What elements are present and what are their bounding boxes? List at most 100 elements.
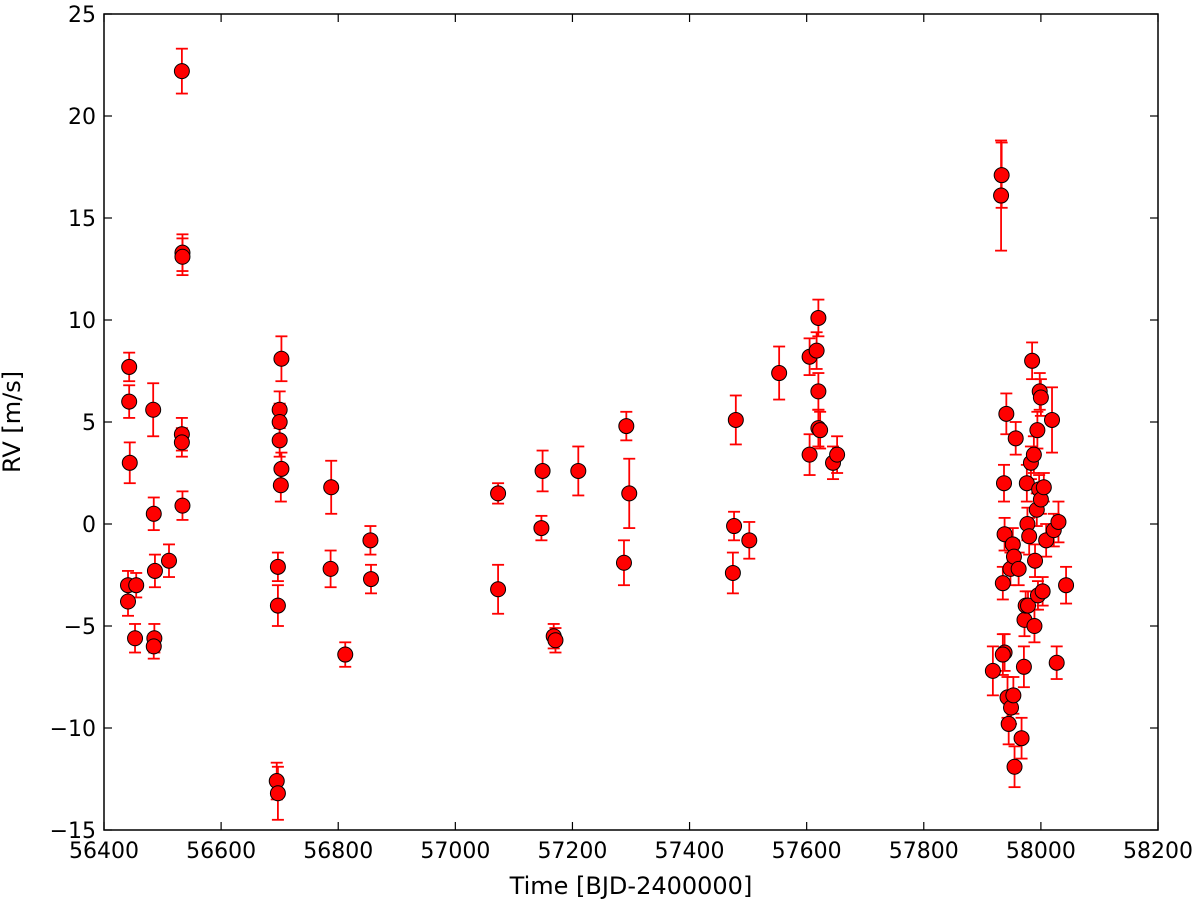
x-axis: 56400 56600 56800 57000 57200 57400 57600 57800… [69, 14, 1193, 864]
y-tick-label: 25 [68, 3, 96, 28]
data-point [127, 630, 144, 647]
data-point [808, 342, 825, 359]
data-point [128, 577, 145, 594]
x-tick-label: 58200 [1123, 839, 1193, 864]
x-tick-label: 56600 [186, 839, 256, 864]
data-point [145, 638, 162, 655]
data-point [1058, 577, 1075, 594]
data-point [1034, 583, 1051, 600]
data-point [363, 571, 380, 588]
data-point [1032, 389, 1049, 406]
y-tick-label: 0 [82, 513, 96, 538]
data-point [121, 454, 138, 471]
data-point [994, 646, 1011, 663]
data-point [120, 593, 137, 610]
y-axis-label: RV [m/s] [0, 371, 26, 473]
data-point [174, 497, 191, 514]
data-point [618, 418, 635, 435]
y-tick-label: −15 [50, 819, 96, 844]
data-point [1010, 560, 1027, 577]
x-tick-label: 57800 [889, 839, 959, 864]
data-point [272, 477, 289, 494]
data-point [173, 63, 190, 80]
data-point [173, 434, 190, 451]
data-point [1013, 730, 1030, 747]
data-point [271, 432, 288, 449]
data-point [810, 309, 827, 326]
data-point [726, 518, 743, 535]
data-point [490, 581, 507, 598]
data-point [145, 401, 162, 418]
x-tick-label: 56400 [69, 839, 139, 864]
data-point [1024, 352, 1041, 369]
data-point [621, 485, 638, 502]
data-point [146, 562, 163, 579]
data-point [273, 350, 290, 367]
data-point [1015, 658, 1032, 675]
data-point [337, 646, 354, 663]
y-tick-label: 20 [68, 105, 96, 130]
data-point [1035, 479, 1052, 496]
x-tick-label: 57000 [420, 839, 490, 864]
y-tick-label: 10 [68, 309, 96, 334]
data-point [771, 365, 788, 382]
data-point [534, 462, 551, 479]
y-axis: −15 −10 −5 0 5 10 15 20 25 [50, 3, 1158, 844]
y-tick-label: −10 [50, 717, 96, 742]
data-point [269, 597, 286, 614]
data-point [322, 560, 339, 577]
data-point [1000, 715, 1017, 732]
data-point [570, 462, 587, 479]
data-point-layer [120, 63, 1075, 802]
data-point [1044, 411, 1061, 428]
data-point [121, 393, 138, 410]
data-point [727, 411, 744, 428]
data-point [362, 532, 379, 549]
x-tick-label: 56800 [303, 839, 373, 864]
data-point [323, 479, 340, 496]
y-tick-label: −5 [64, 615, 96, 640]
data-point [741, 532, 758, 549]
data-point [174, 248, 191, 265]
data-point [145, 505, 162, 522]
x-tick-label: 58000 [1006, 839, 1076, 864]
data-point [1025, 446, 1042, 463]
data-point [1007, 430, 1024, 447]
x-tick-label: 57600 [772, 839, 842, 864]
data-point [993, 187, 1010, 204]
data-point [615, 554, 632, 571]
data-point [994, 575, 1011, 592]
data-point [998, 405, 1015, 422]
data-point [121, 358, 138, 375]
data-point [829, 446, 846, 463]
data-point [995, 475, 1012, 492]
data-point [160, 552, 177, 569]
data-point [984, 662, 1001, 679]
data-point [810, 383, 827, 400]
data-point [724, 564, 741, 581]
x-tick-label: 57200 [537, 839, 607, 864]
data-point [533, 520, 550, 537]
data-point [1048, 654, 1065, 671]
data-point [801, 446, 818, 463]
data-point [269, 785, 286, 802]
data-point [269, 558, 286, 575]
x-axis-label: Time [BJD-2400000] [509, 872, 753, 900]
data-point [1021, 528, 1038, 545]
data-point [271, 414, 288, 430]
data-point [1027, 552, 1044, 569]
data-point [547, 632, 564, 649]
data-point [1029, 422, 1046, 439]
data-point [273, 460, 290, 477]
x-tick-label: 57400 [655, 839, 725, 864]
data-point [1026, 618, 1043, 634]
data-point [1005, 687, 1022, 704]
y-tick-label: 15 [68, 207, 96, 232]
data-point [812, 422, 829, 439]
data-point [490, 485, 507, 502]
data-point [1020, 597, 1037, 614]
data-point [1050, 513, 1067, 530]
y-tick-label: 5 [82, 411, 96, 436]
